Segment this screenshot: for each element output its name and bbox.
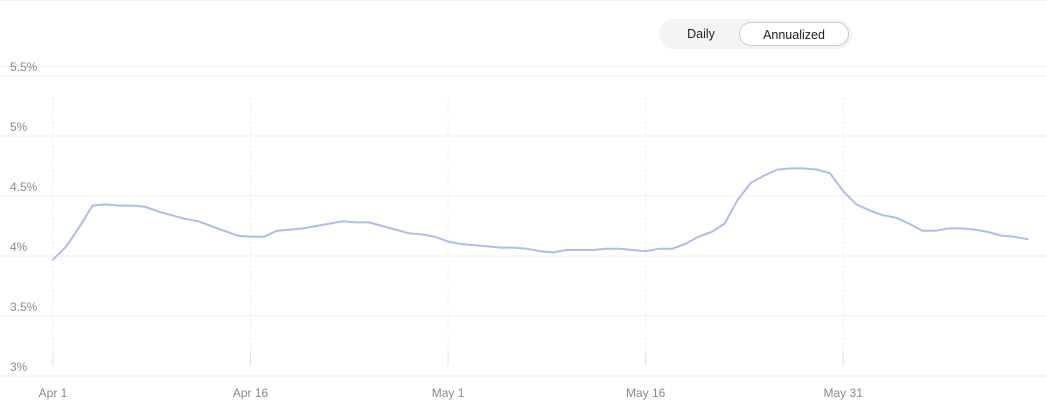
data-point xyxy=(65,245,67,247)
data-point xyxy=(78,226,80,228)
y-tick-label: 4.5% xyxy=(10,180,38,194)
data-point xyxy=(908,223,910,225)
data-point xyxy=(381,225,383,227)
data-point xyxy=(157,211,159,213)
data-point xyxy=(144,206,146,208)
vertical-gridlines xyxy=(52,97,844,366)
y-tick-label: 3.5% xyxy=(10,300,38,314)
data-point xyxy=(566,249,568,251)
data-point xyxy=(539,250,541,252)
annualized-toggle-button[interactable]: Annualized xyxy=(739,22,849,46)
period-toggle: Daily Annualized xyxy=(659,19,852,49)
data-point xyxy=(763,175,765,177)
data-point xyxy=(513,247,515,249)
y-tick-label: 5.5% xyxy=(10,60,38,74)
data-point xyxy=(315,225,317,227)
series-line xyxy=(52,167,1029,261)
x-axis: Apr 1 Apr 16 May 1 May 16 May 31 xyxy=(39,352,864,400)
data-point xyxy=(934,230,936,232)
data-point xyxy=(1013,236,1015,238)
data-point xyxy=(342,220,344,222)
data-point xyxy=(171,214,173,216)
top-divider xyxy=(0,0,1047,1)
data-point xyxy=(408,232,410,234)
plot-area xyxy=(52,167,1029,261)
x-tick-label: May 31 xyxy=(824,386,864,400)
data-point xyxy=(236,235,238,237)
data-point xyxy=(460,243,462,245)
data-point xyxy=(618,248,620,250)
data-point xyxy=(671,248,673,250)
data-point xyxy=(974,229,976,231)
data-point xyxy=(105,203,107,205)
data-point xyxy=(684,243,686,245)
data-point xyxy=(552,251,554,253)
data-point xyxy=(750,182,752,184)
data-point xyxy=(118,205,120,207)
data-point xyxy=(842,190,844,192)
data-point xyxy=(197,220,199,222)
data-point xyxy=(1000,235,1002,237)
data-point xyxy=(645,250,647,252)
data-point xyxy=(895,217,897,219)
data-point xyxy=(790,167,792,169)
data-point xyxy=(263,236,265,238)
x-tick-label: May 1 xyxy=(432,386,465,400)
data-point xyxy=(711,231,713,233)
data-point xyxy=(1027,238,1029,240)
data-point xyxy=(223,230,225,232)
data-point xyxy=(329,223,331,225)
data-point xyxy=(473,244,475,246)
y-tick-label: 5% xyxy=(10,120,28,134)
daily-toggle-button[interactable]: Daily xyxy=(687,27,715,41)
data-point xyxy=(434,236,436,238)
data-point xyxy=(526,248,528,250)
data-point xyxy=(92,205,94,207)
data-point xyxy=(987,231,989,233)
data-point xyxy=(487,245,489,247)
data-point xyxy=(776,169,778,171)
data-point xyxy=(737,199,739,201)
data-point xyxy=(355,221,357,223)
chart-header: Daily Annualized xyxy=(0,0,1047,67)
data-point xyxy=(869,209,871,211)
data-point xyxy=(961,227,963,229)
data-point xyxy=(250,236,252,238)
data-point xyxy=(579,249,581,251)
x-tick-label: May 16 xyxy=(626,386,666,400)
data-point xyxy=(447,241,449,243)
data-point xyxy=(816,169,818,171)
data-point xyxy=(421,233,423,235)
data-point xyxy=(631,249,633,251)
data-point xyxy=(724,223,726,225)
data-point xyxy=(210,225,212,227)
data-point xyxy=(394,229,396,231)
data-point xyxy=(605,248,607,250)
x-tick-label: Apr 16 xyxy=(233,386,269,400)
data-point xyxy=(658,248,660,250)
data-point xyxy=(948,227,950,229)
data-point xyxy=(882,214,884,216)
data-point xyxy=(921,230,923,232)
data-point xyxy=(131,205,133,207)
data-point xyxy=(276,230,278,232)
data-point xyxy=(803,167,805,169)
data-point xyxy=(184,218,186,220)
data-point xyxy=(829,172,831,174)
data-point xyxy=(500,247,502,249)
data-point xyxy=(592,249,594,251)
data-point xyxy=(289,229,291,231)
data-point xyxy=(302,227,304,229)
horizontal-gridlines xyxy=(0,75,1047,377)
data-point xyxy=(855,203,857,205)
data-point xyxy=(368,221,370,223)
y-tick-label: 3% xyxy=(10,360,28,374)
data-point xyxy=(697,236,699,238)
y-tick-label: 4% xyxy=(10,240,28,254)
data-point xyxy=(52,259,54,261)
x-tick-label: Apr 1 xyxy=(39,386,68,400)
y-axis: 3% 3.5% 4% 4.5% 5% 5.5% xyxy=(10,60,38,374)
